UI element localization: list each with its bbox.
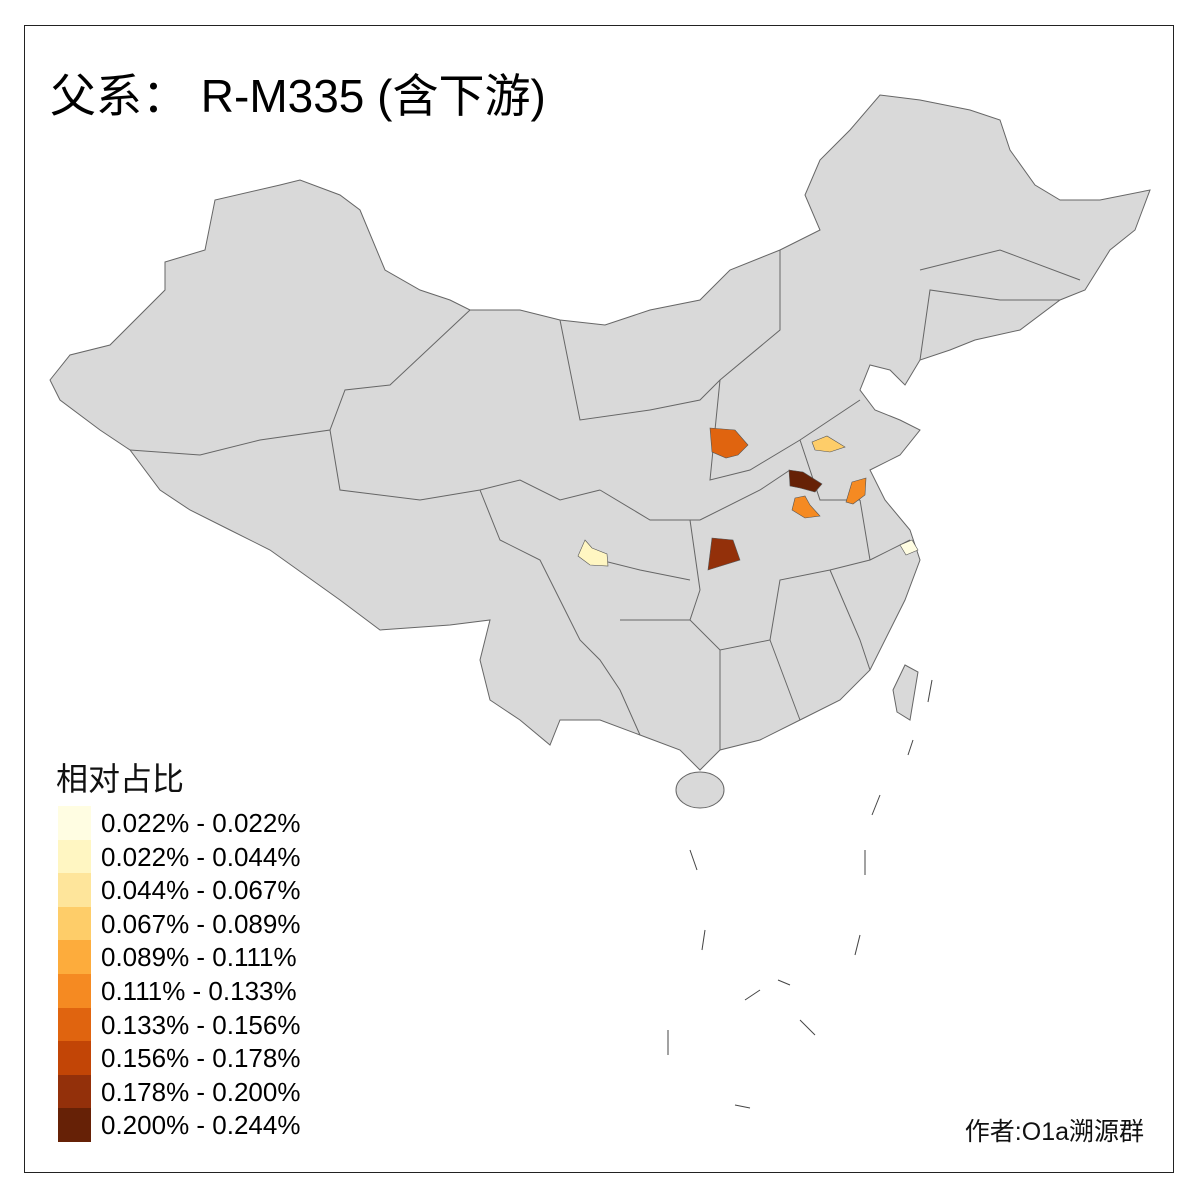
legend-item: 0.044% - 0.067% bbox=[58, 873, 358, 907]
region-henan-east bbox=[788, 469, 823, 493]
legend-swatch bbox=[58, 906, 91, 941]
legend-item: 0.200% - 0.244% bbox=[58, 1108, 358, 1142]
region-jiangsu bbox=[845, 477, 867, 505]
legend-swatch bbox=[58, 1108, 91, 1142]
legend-label: 0.111% - 0.133% bbox=[101, 976, 297, 1006]
region-shandong bbox=[811, 435, 846, 453]
legend-swatch bbox=[58, 974, 91, 1008]
author-credit: 作者:O1a溯源群 bbox=[964, 1118, 1144, 1146]
region-shanxi bbox=[709, 427, 749, 459]
region-shanghai bbox=[899, 539, 919, 556]
region-anhui bbox=[791, 495, 821, 519]
legend-item: 0.111% - 0.133% bbox=[58, 974, 358, 1008]
legend-swatch bbox=[58, 873, 91, 907]
legend-swatch bbox=[58, 839, 91, 874]
legend-label: 0.044% - 0.067% bbox=[101, 875, 301, 906]
legend-label: 0.089% - 0.111% bbox=[101, 942, 297, 973]
legend-label: 0.022% - 0.044% bbox=[101, 841, 301, 872]
legend-item: 0.022% - 0.044% bbox=[58, 839, 358, 874]
region-sichuan bbox=[577, 539, 609, 567]
legend-swatch bbox=[58, 806, 91, 840]
legend-swatch bbox=[58, 1041, 91, 1075]
legend-item: 0.089% - 0.111% bbox=[58, 940, 358, 974]
legend-label: 0.067% - 0.089% bbox=[101, 908, 301, 939]
legend-label: 0.178% - 0.200% bbox=[101, 1076, 301, 1107]
south-sea-islands bbox=[667, 679, 933, 1109]
hainan-island bbox=[675, 771, 725, 809]
legend-item: 0.067% - 0.089% bbox=[58, 906, 358, 941]
plot-frame bbox=[24, 25, 1174, 1173]
region-hubei bbox=[707, 537, 741, 571]
legend-label: 0.133% - 0.156% bbox=[101, 1009, 301, 1040]
legend-swatch bbox=[58, 940, 91, 974]
legend-item: 0.156% - 0.178% bbox=[58, 1041, 358, 1075]
taiwan-island bbox=[892, 664, 919, 721]
legend-swatch bbox=[58, 1007, 91, 1042]
legend-item: 0.022% - 0.022% bbox=[58, 806, 358, 840]
legend-label: 0.156% - 0.178% bbox=[101, 1043, 301, 1074]
map-title: 父系： R-M335 (含下游) bbox=[50, 70, 546, 122]
legend-label: 0.022% - 0.022% bbox=[101, 808, 301, 838]
china-mainland bbox=[49, 94, 1151, 771]
highlighted-regions bbox=[577, 427, 919, 571]
legend-item: 0.133% - 0.156% bbox=[58, 1007, 358, 1042]
legend-label: 0.200% - 0.244% bbox=[101, 1110, 301, 1141]
legend-swatch bbox=[58, 1074, 91, 1109]
legend-item: 0.178% - 0.200% bbox=[58, 1074, 358, 1109]
legend-title: 相对占比 bbox=[56, 761, 185, 797]
